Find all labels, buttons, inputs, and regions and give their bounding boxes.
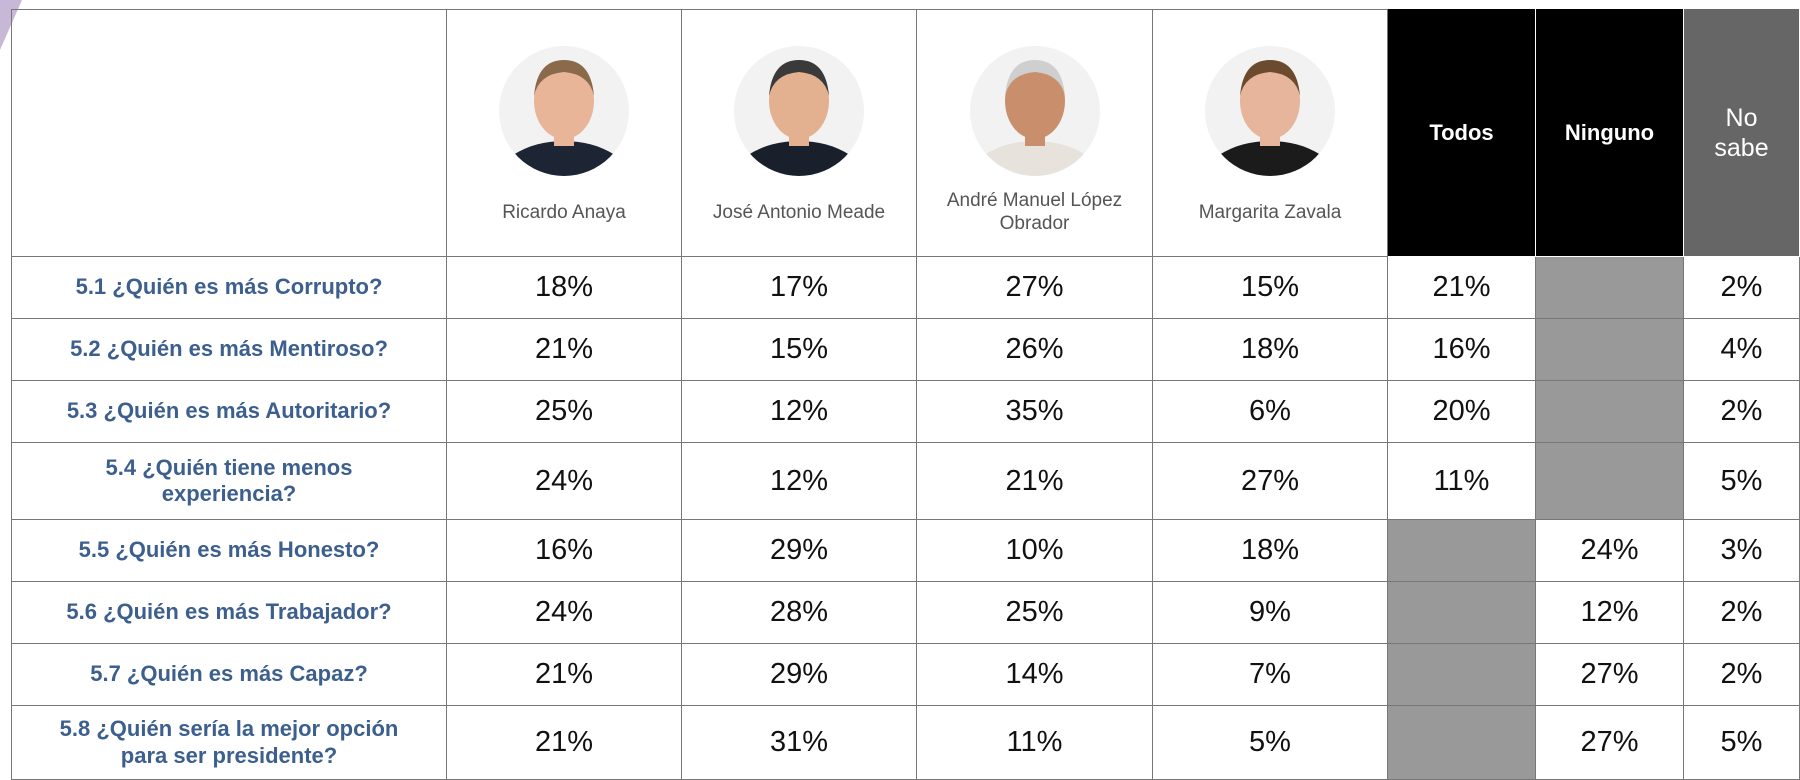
question: 5.6 ¿Quién es más Trabajador? xyxy=(11,582,447,644)
option-header: Todos xyxy=(1388,9,1536,257)
value-cell: 21% xyxy=(447,319,682,381)
option-header: Ninguno xyxy=(1536,9,1684,257)
question: 5.7 ¿Quién es más Capaz? xyxy=(11,644,447,706)
value-cell: 25% xyxy=(917,582,1153,644)
value-cell: 5% xyxy=(1684,706,1800,780)
value-cell: 12% xyxy=(682,381,917,443)
value-cell: 12% xyxy=(682,443,917,520)
question: 5.1 ¿Quién es más Corrupto? xyxy=(11,257,447,319)
value-cell: 21% xyxy=(1388,257,1536,319)
value-cell: 29% xyxy=(682,644,917,706)
candidate-name: André Manuel López Obrador xyxy=(946,190,1123,234)
value-cell: 4% xyxy=(1684,319,1800,381)
corner-cell xyxy=(11,9,447,257)
candidate-header: Ricardo Anaya xyxy=(447,9,682,257)
table: Ricardo Anaya José Antonio Meade André M… xyxy=(11,9,1800,780)
value-cell: 6% xyxy=(1153,381,1388,443)
candidate-photo xyxy=(734,46,864,176)
value-cell: 28% xyxy=(682,582,917,644)
value-cell: 24% xyxy=(1536,520,1684,582)
candidate-header: André Manuel López Obrador xyxy=(917,9,1153,257)
value-cell: 2% xyxy=(1684,381,1800,443)
question: 5.4 ¿Quién tiene menos experiencia? xyxy=(11,443,447,520)
value-cell: 5% xyxy=(1153,706,1388,780)
value-cell: 31% xyxy=(682,706,917,780)
candidate-photo xyxy=(1205,46,1335,176)
value-cell: 2% xyxy=(1684,644,1800,706)
value-cell: 25% xyxy=(447,381,682,443)
value-cell: 17% xyxy=(682,257,917,319)
value-cell: 10% xyxy=(917,520,1153,582)
candidate-header: José Antonio Meade xyxy=(682,9,917,257)
value-cell: 29% xyxy=(682,520,917,582)
question: 5.2 ¿Quién es más Mentiroso? xyxy=(11,319,447,381)
value-cell: 15% xyxy=(682,319,917,381)
question: 5.3 ¿Quién es más Autoritario? xyxy=(11,381,447,443)
value-cell: 21% xyxy=(447,644,682,706)
value-cell: 20% xyxy=(1388,381,1536,443)
value-cell: 7% xyxy=(1153,644,1388,706)
candidate-header: Margarita Zavala xyxy=(1153,9,1388,257)
value-cell: 2% xyxy=(1684,257,1800,319)
value-cell: 27% xyxy=(917,257,1153,319)
candidate-name: Ricardo Anaya xyxy=(502,201,626,223)
candidate-name: José Antonio Meade xyxy=(712,201,886,223)
value-cell: 27% xyxy=(1536,706,1684,780)
value-cell: 12% xyxy=(1536,582,1684,644)
value-cell: 11% xyxy=(917,706,1153,780)
value-cell: 21% xyxy=(447,706,682,780)
value-cell: 35% xyxy=(917,381,1153,443)
empty-cell xyxy=(1536,443,1684,520)
value-cell: 16% xyxy=(1388,319,1536,381)
value-cell: 16% xyxy=(447,520,682,582)
question: 5.8 ¿Quién sería la mejor opción para se… xyxy=(11,706,447,780)
empty-cell xyxy=(1536,381,1684,443)
value-cell: 15% xyxy=(1153,257,1388,319)
value-cell: 24% xyxy=(447,443,682,520)
candidate-photo xyxy=(969,46,1100,176)
value-cell: 18% xyxy=(447,257,682,319)
value-cell: 3% xyxy=(1684,520,1800,582)
candidate-name: Margarita Zavala xyxy=(1198,201,1342,223)
empty-cell xyxy=(1536,257,1684,319)
value-cell: 18% xyxy=(1153,319,1388,381)
value-cell: 18% xyxy=(1153,520,1388,582)
question: 5.5 ¿Quién es más Honesto? xyxy=(11,520,447,582)
value-cell: 14% xyxy=(917,644,1153,706)
value-cell: 27% xyxy=(1153,443,1388,520)
value-cell: 21% xyxy=(917,443,1153,520)
value-cell: 11% xyxy=(1388,443,1536,520)
empty-cell xyxy=(1388,520,1536,582)
value-cell: 26% xyxy=(917,319,1153,381)
empty-cell xyxy=(1388,706,1536,780)
candidate-photo xyxy=(499,46,629,176)
value-cell: 9% xyxy=(1153,582,1388,644)
option-header: No sabe xyxy=(1684,9,1800,257)
empty-cell xyxy=(1388,644,1536,706)
value-cell: 5% xyxy=(1684,443,1800,520)
value-cell: 27% xyxy=(1536,644,1684,706)
value-cell: 2% xyxy=(1684,582,1800,644)
empty-cell xyxy=(1536,319,1684,381)
value-cell: 24% xyxy=(447,582,682,644)
empty-cell xyxy=(1388,582,1536,644)
